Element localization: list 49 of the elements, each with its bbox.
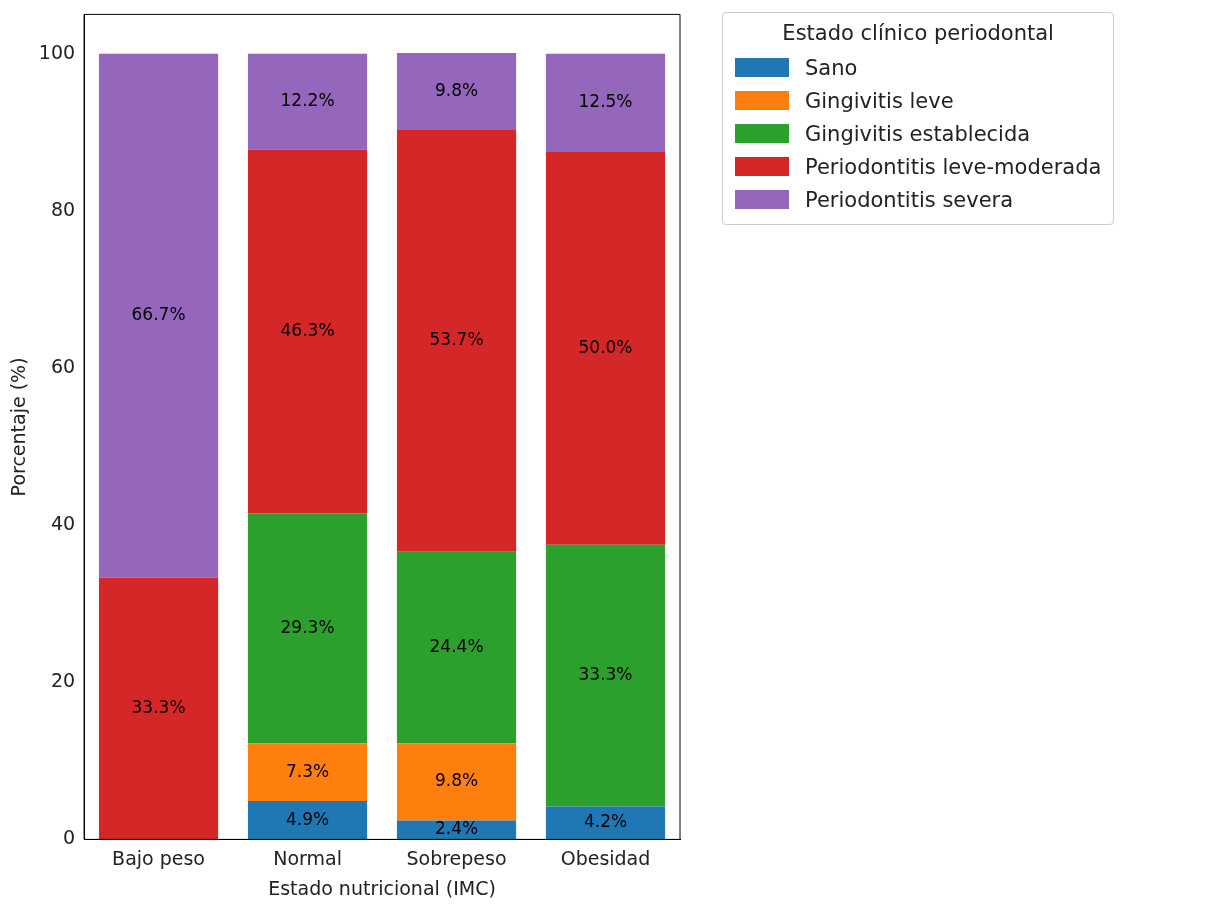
data-label: 33.3%	[131, 697, 186, 717]
legend-label: Sano	[805, 55, 858, 80]
data-label: 4.9%	[285, 808, 330, 829]
data-label: 12.5%	[578, 91, 633, 112]
data-label: 4.2%	[583, 811, 628, 832]
y-tick-label: 40	[50, 512, 76, 535]
bar	[247, 743, 368, 801]
data-label: 12.2%	[280, 90, 335, 111]
bar	[545, 806, 666, 840]
y-tick-label: 0	[62, 826, 76, 849]
bar	[396, 551, 517, 744]
data-label: 2.4%	[434, 818, 479, 839]
bar	[98, 53, 219, 578]
data-label: 9.8%	[434, 770, 479, 791]
x-tick-label: Obesidad	[560, 846, 651, 869]
bar	[247, 53, 368, 150]
bar	[545, 544, 666, 807]
data-label: 66.7%	[131, 304, 186, 325]
y-tick-label: 100	[38, 40, 76, 63]
bar	[396, 52, 517, 130]
data-label: 53.7%	[429, 329, 484, 350]
bar	[545, 151, 666, 545]
y-tick-label: 60	[50, 354, 76, 377]
legend-label: Periodontitis leve-moderada	[805, 154, 1102, 179]
y-tick-label: 80	[50, 197, 76, 220]
x-tick-label: Sobrepeso	[406, 846, 507, 869]
data-label: 24.4%	[429, 636, 484, 657]
legend-label: Periodontitis severa	[805, 187, 1014, 212]
bar	[396, 129, 517, 552]
x-tick-label: Normal	[273, 846, 342, 869]
data-label: 50.0%	[578, 336, 633, 357]
data-label: 7.3%	[285, 760, 330, 781]
y-axis-title: Porcentaje (%)	[7, 357, 30, 497]
data-label: 46.3%	[280, 319, 335, 340]
x-axis-title: Estado nutricional (IMC)	[268, 876, 496, 899]
legend-title: Estado clínico periodontal	[781, 21, 1055, 45]
legend-label: Gingivitis leve	[805, 88, 954, 113]
bar	[545, 53, 666, 152]
data-label: 33.3%	[578, 664, 633, 684]
legend-label: Gingivitis establecida	[805, 121, 1031, 146]
bar	[247, 513, 368, 744]
bar	[247, 800, 368, 840]
bar	[396, 743, 517, 821]
bar	[247, 149, 368, 514]
bar	[98, 577, 219, 840]
x-tick-label: Bajo peso	[112, 846, 206, 869]
data-label: 29.3%	[280, 616, 335, 637]
y-tick-label: 20	[50, 669, 76, 692]
data-label: 9.8%	[434, 79, 479, 100]
